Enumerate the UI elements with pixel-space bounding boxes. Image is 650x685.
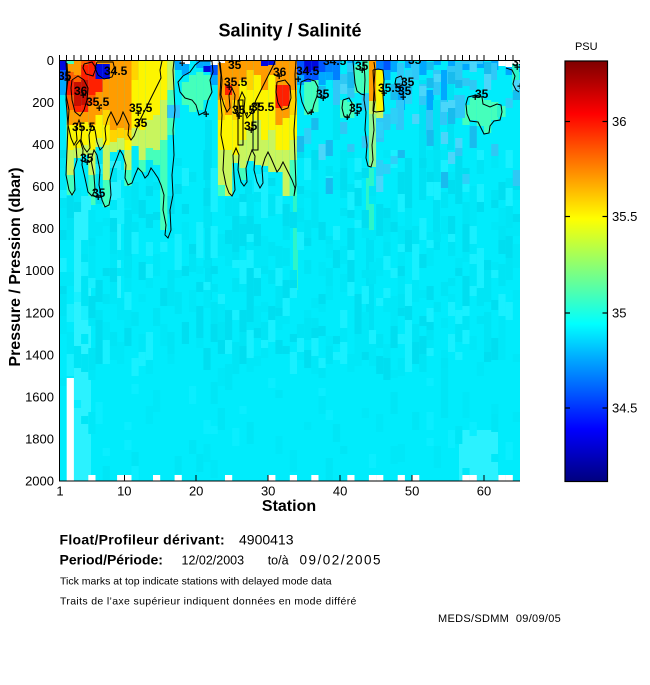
- svg-text:35.5: 35.5: [612, 209, 637, 224]
- svg-text:35: 35: [355, 59, 369, 73]
- svg-text:Float/Profileur dérivant:49004: Float/Profileur dérivant: 4900413: [60, 532, 294, 548]
- svg-text:35: 35: [612, 306, 626, 321]
- svg-text:+: +: [381, 88, 387, 100]
- svg-text:Station: Station: [262, 498, 316, 515]
- svg-text:34.5: 34.5: [296, 64, 320, 78]
- svg-text:+: +: [64, 75, 70, 87]
- svg-text:1200: 1200: [25, 305, 54, 320]
- svg-text:1800: 1800: [25, 431, 54, 446]
- svg-text:+: +: [179, 58, 185, 70]
- svg-text:35: 35: [92, 186, 106, 200]
- svg-text:Salinity / Salinité: Salinity / Salinité: [218, 21, 361, 41]
- svg-text:+: +: [320, 93, 326, 105]
- svg-text:35.5: 35.5: [129, 101, 153, 115]
- svg-text:800: 800: [32, 221, 54, 236]
- svg-text:1400: 1400: [25, 347, 54, 362]
- svg-text:35: 35: [512, 55, 526, 69]
- svg-text:+: +: [203, 109, 209, 121]
- svg-text:200: 200: [32, 95, 54, 110]
- svg-text:400: 400: [32, 137, 54, 152]
- svg-text:MEDS/SDMM 09/09/05: MEDS/SDMM 09/09/05: [438, 613, 561, 625]
- svg-text:+: +: [308, 107, 314, 119]
- svg-text:+: +: [400, 92, 406, 104]
- svg-text:35: 35: [401, 75, 415, 89]
- svg-text:1: 1: [56, 484, 63, 499]
- svg-text:1600: 1600: [25, 389, 54, 404]
- svg-text:34.5: 34.5: [104, 64, 128, 78]
- svg-text:+: +: [226, 82, 232, 94]
- svg-text:+: +: [236, 111, 242, 123]
- svg-text:35: 35: [475, 87, 489, 101]
- svg-text:36: 36: [74, 84, 88, 98]
- svg-text:+: +: [84, 157, 90, 169]
- svg-text:2000: 2000: [25, 474, 54, 489]
- svg-text:36: 36: [612, 114, 626, 129]
- svg-text:+: +: [344, 112, 350, 124]
- svg-text:35: 35: [228, 58, 242, 72]
- svg-text:20: 20: [189, 484, 203, 499]
- svg-text:0: 0: [47, 53, 54, 68]
- svg-text:35: 35: [244, 119, 258, 133]
- svg-text:34.5: 34.5: [612, 401, 637, 416]
- svg-text:35: 35: [398, 84, 412, 98]
- svg-text:60: 60: [477, 484, 491, 499]
- svg-text:+: +: [472, 92, 478, 104]
- svg-text:600: 600: [32, 179, 54, 194]
- svg-text:Tick marks at top indicate sta: Tick marks at top indicate stations with…: [60, 576, 332, 588]
- svg-text:10: 10: [117, 484, 131, 499]
- svg-text:50: 50: [405, 484, 419, 499]
- svg-text:PSU: PSU: [575, 41, 598, 53]
- svg-text:35: 35: [316, 87, 330, 101]
- svg-text:34.5: 34.5: [323, 54, 347, 68]
- svg-text:35,5: 35,5: [232, 103, 256, 117]
- svg-text:Traits de l’axe supérieur indi: Traits de l’axe supérieur indiquent donn…: [60, 596, 357, 608]
- svg-text:+: +: [80, 90, 86, 102]
- svg-text:+: +: [359, 65, 365, 77]
- svg-text:Pressure / Pression (dbar): Pressure / Pression (dbar): [7, 167, 24, 366]
- svg-text:+: +: [248, 125, 254, 137]
- svg-text:35: 35: [58, 69, 72, 83]
- svg-text:35: 35: [80, 151, 94, 165]
- svg-text:40: 40: [333, 484, 347, 499]
- svg-text:1000: 1000: [25, 263, 54, 278]
- svg-text:35.5: 35.5: [86, 95, 110, 109]
- svg-text:+: +: [96, 103, 102, 115]
- svg-text:35: 35: [349, 101, 363, 115]
- svg-text:35: 35: [134, 116, 148, 130]
- svg-text:35: 35: [408, 53, 422, 67]
- svg-text:+: +: [295, 74, 301, 86]
- svg-text:35.5: 35.5: [251, 100, 275, 114]
- svg-text:36: 36: [273, 65, 287, 79]
- svg-text:+: +: [517, 81, 523, 93]
- svg-text:+: +: [95, 192, 101, 204]
- svg-text:+: +: [514, 62, 520, 74]
- svg-text:+: +: [276, 71, 282, 83]
- svg-text:+: +: [354, 108, 360, 120]
- svg-text:30: 30: [261, 484, 275, 499]
- svg-text:35.5: 35.5: [378, 81, 402, 95]
- svg-text:35.5: 35.5: [72, 120, 96, 134]
- svg-text:+: +: [135, 108, 141, 120]
- svg-text:35.5: 35.5: [224, 75, 248, 89]
